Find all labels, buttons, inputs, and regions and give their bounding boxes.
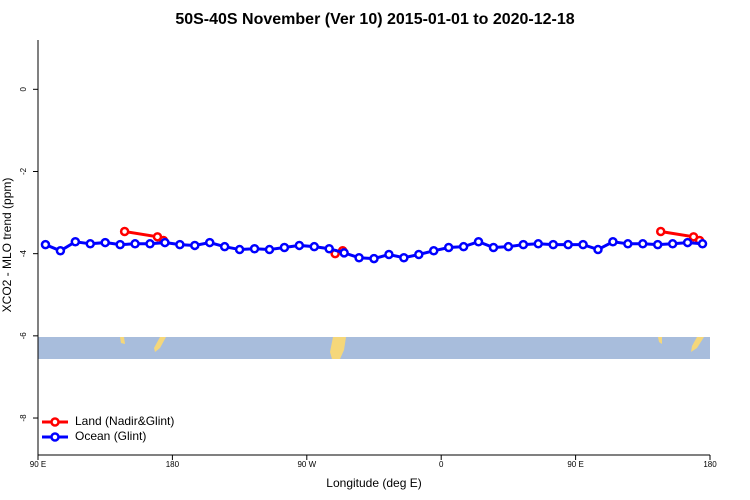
data-point (533, 239, 544, 249)
data-point (190, 240, 200, 251)
data-point (697, 239, 708, 249)
data-point (40, 239, 51, 250)
data-point (119, 226, 130, 237)
data-point (428, 246, 439, 256)
y-tick-label: 0 (19, 87, 28, 92)
x-tick-label: 0 (439, 460, 444, 469)
data-point (473, 236, 484, 247)
data-point (219, 241, 230, 252)
data-point (130, 239, 140, 249)
data-point (578, 239, 588, 250)
data-point (593, 244, 603, 255)
data-point (458, 241, 469, 252)
data-point (204, 237, 215, 248)
data-point (548, 239, 558, 250)
data-point (85, 239, 96, 249)
data-point (652, 239, 663, 250)
legend-swatch-marker (50, 432, 60, 442)
land-patch (330, 337, 346, 359)
ocean-band (38, 337, 710, 359)
data-point (175, 239, 185, 250)
data-point (55, 246, 66, 256)
x-tick-label: 180 (703, 460, 717, 469)
data-point (234, 244, 245, 255)
data-point (518, 239, 529, 250)
data-point (324, 243, 334, 254)
data-point (682, 237, 693, 248)
y-tick-label: -2 (19, 167, 28, 175)
data-point (249, 243, 260, 254)
data-point (655, 226, 666, 237)
data-point (623, 239, 633, 249)
x-tick-label: 90 W (297, 460, 316, 469)
data-point (264, 244, 275, 255)
data-point (309, 241, 320, 252)
y-axis-label: XCO2 - MLO trend (ppm) (0, 178, 14, 313)
data-point (160, 237, 170, 248)
land-patch (120, 337, 125, 344)
data-point (339, 248, 349, 258)
data-point (279, 242, 290, 253)
x-axis-label: Longitude (deg E) (326, 476, 421, 490)
y-tick-label: -8 (19, 414, 28, 422)
data-point (145, 239, 155, 249)
data-point (100, 237, 110, 248)
data-point (354, 253, 364, 263)
legend-swatch-marker (50, 417, 60, 427)
chart-title: 50S-40S November (Ver 10) 2015-01-01 to … (175, 11, 574, 28)
data-point (384, 249, 394, 260)
data-point (294, 240, 305, 251)
x-tick-label: 180 (166, 460, 180, 469)
y-tick-label: -4 (19, 250, 28, 258)
legend-text: Land (Nadir&Glint) (75, 414, 174, 428)
land-patch (154, 337, 166, 352)
data-point (638, 239, 648, 249)
land-patch (691, 337, 704, 352)
data-point (414, 249, 424, 260)
x-tick-label: 90 E (30, 460, 46, 469)
data-point (443, 242, 454, 253)
data-point (503, 241, 514, 252)
land-mask (38, 337, 710, 359)
data-point (488, 242, 499, 253)
data-point (399, 253, 409, 263)
data-point (70, 236, 81, 247)
legend-text: Ocean (Glint) (75, 429, 146, 443)
y-tick-label: -6 (19, 332, 28, 340)
land-patch (658, 337, 662, 344)
data-point (667, 239, 678, 249)
x-tick-label: 90 E (567, 460, 583, 469)
data-point (369, 253, 379, 264)
data-point (608, 236, 618, 247)
data-point (563, 239, 573, 250)
data-point (115, 239, 125, 250)
